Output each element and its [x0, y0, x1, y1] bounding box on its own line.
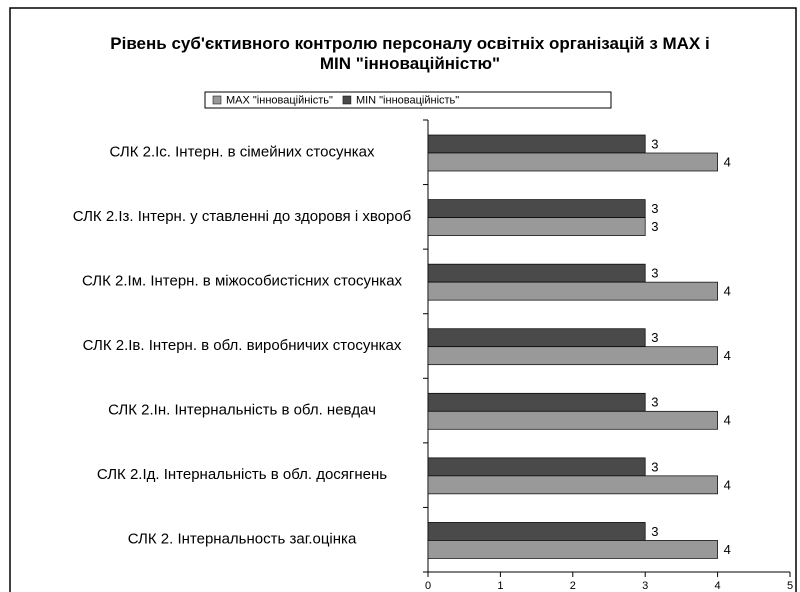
category-label: СЛК 2. Інтернальность заг.оцінка [128, 531, 357, 548]
x-tick-label: 3 [642, 580, 648, 592]
x-tick-label: 2 [570, 580, 576, 592]
legend-box [204, 91, 612, 109]
category-label: СЛК 2.Із. Інтерн. у ставленні до здоровя… [73, 208, 412, 225]
bar [427, 328, 646, 348]
data-label: 4 [724, 154, 731, 169]
data-label: 4 [724, 348, 731, 363]
bar [427, 134, 646, 154]
category-label: СЛК 2.Ід. Інтернальність в обл. досягнен… [97, 466, 387, 483]
bar [427, 281, 718, 301]
bar [427, 346, 718, 366]
bar [427, 475, 718, 495]
legend-label: MIN "інноваційність" [356, 94, 459, 106]
data-label: 4 [724, 284, 731, 299]
bar [427, 152, 718, 172]
data-label: 3 [651, 136, 658, 151]
bar [427, 199, 646, 218]
data-label: 3 [651, 395, 658, 410]
data-label: 3 [651, 201, 658, 216]
bar [427, 263, 646, 283]
data-label: 3 [651, 330, 658, 345]
legend: MAX "інноваційність" MIN "інноваційність" [204, 91, 612, 109]
data-label: 3 [651, 459, 658, 474]
data-label: 3 [651, 266, 658, 281]
legend-label: MAX "інноваційність" [226, 94, 333, 106]
bar [427, 540, 718, 559]
chart-title: Рівень суб'єктивного контролю персоналу … [110, 34, 709, 73]
bar [427, 392, 646, 412]
data-label: 4 [724, 413, 731, 428]
x-tick-label: 1 [497, 580, 503, 592]
bar [427, 410, 718, 430]
category-label: СЛК 2.Ім. Інтерн. в міжособистісних стос… [82, 272, 403, 289]
bar [427, 217, 646, 236]
bar [427, 522, 646, 541]
data-label: 4 [724, 477, 731, 492]
data-label: 3 [651, 524, 658, 539]
category-label: СЛК 2.Ів. Інтерн. в обл. виробничих стос… [83, 337, 402, 354]
data-label: 3 [651, 219, 658, 234]
category-label: СЛК 2.Ін. Інтернальність в обл. невдач [108, 402, 376, 419]
legend-swatch [212, 95, 222, 105]
x-tick-label: 0 [425, 580, 431, 592]
bar [427, 457, 646, 477]
x-tick-label: 4 [715, 580, 721, 592]
x-tick-label: 5 [787, 580, 793, 592]
data-label: 4 [724, 542, 731, 557]
category-label: СЛК 2.Іс. Інтерн. в сімейних стосунках [110, 143, 375, 160]
legend-swatch [342, 95, 352, 105]
